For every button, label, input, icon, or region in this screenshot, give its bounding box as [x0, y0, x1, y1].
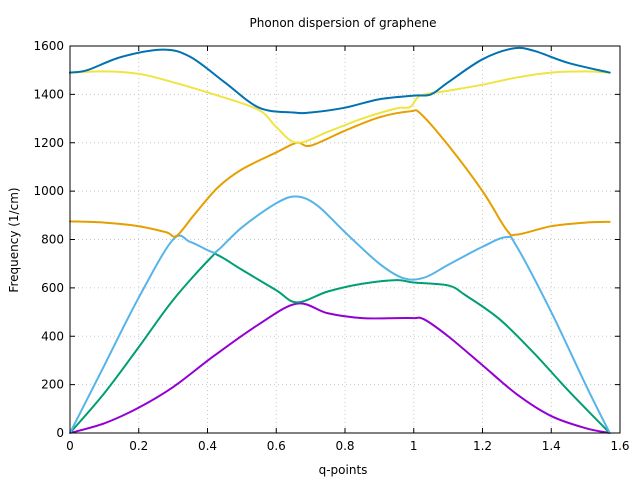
series-line-6: [69, 46, 611, 115]
y-axis-title: Frequency (1/cm): [7, 187, 21, 292]
y-tick-label: 0: [56, 426, 64, 440]
x-tick-label: 0.8: [335, 439, 354, 453]
series-line-2: [69, 251, 611, 434]
series-line-5: [69, 70, 611, 144]
x-tick-label: 0.2: [129, 439, 148, 453]
y-tick-label: 1400: [33, 87, 64, 101]
y-tick-label: 1200: [33, 136, 64, 150]
x-tick-label: 1: [410, 439, 418, 453]
x-tick-label: 0.6: [267, 439, 286, 453]
x-axis-title: q-points: [319, 463, 368, 477]
y-tick-label: 1000: [33, 184, 64, 198]
x-tick-label: 1.2: [473, 439, 492, 453]
series-line-1: [69, 302, 611, 434]
y-tick-label: 600: [41, 281, 64, 295]
y-tick-label: 1600: [33, 39, 64, 53]
y-tick-label: 400: [41, 329, 64, 343]
series-layer: [69, 46, 611, 434]
axis-layer: 0 0.2 0.4 0.6 0.8 1 1.2 1.4 1.6 0 200 400 600 800 1000…: [33, 39, 629, 453]
x-tick-label: 1.6: [610, 439, 629, 453]
y-tick-label: 200: [41, 378, 64, 392]
x-tick-label: 1.4: [542, 439, 561, 453]
x-tick-label: 0.4: [198, 439, 217, 453]
x-tick-label: 0: [66, 439, 74, 453]
y-tick-label: 800: [41, 233, 64, 247]
chart-title: Phonon dispersion of graphene: [250, 16, 437, 30]
series-line-4: [69, 109, 611, 238]
